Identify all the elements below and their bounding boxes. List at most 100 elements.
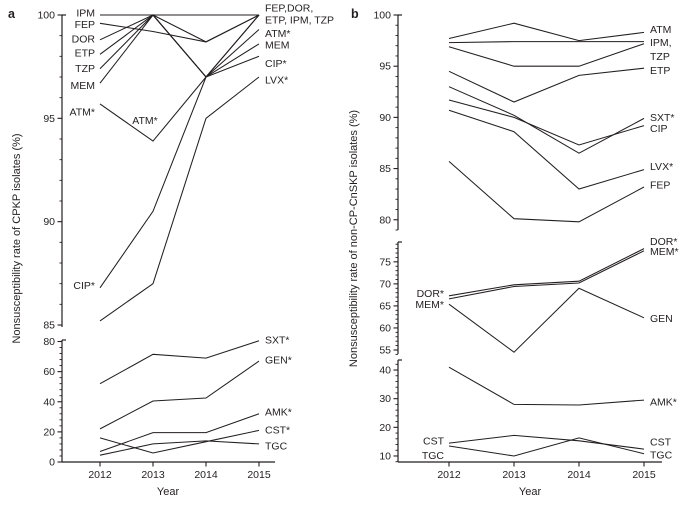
y-tick-label: 90: [379, 112, 391, 124]
x-tick-label: 2015: [247, 469, 271, 481]
y-tick-label: 55: [379, 344, 391, 356]
x-tick-label: 2013: [502, 469, 526, 481]
y-axis-title: Nonsusceptibility rate of non-CP-CnSKP i…: [348, 110, 360, 367]
series-label: MEM*: [415, 299, 444, 311]
x-tick-label: 2014: [194, 469, 218, 481]
series-line-gen-a: [99, 360, 260, 430]
series-label: FEP: [650, 179, 670, 191]
series-line-atm-b: [448, 22, 645, 42]
x-tick-label: 2015: [632, 469, 656, 481]
series-line-cst-b: [448, 434, 645, 450]
series-label: CST: [650, 436, 672, 448]
series-line-mem-a: [99, 14, 260, 84]
series-label: TGC: [265, 441, 288, 453]
series-line-atm-a: [99, 29, 260, 142]
series-label: DOR*: [650, 236, 677, 248]
series-label: FEP: [75, 19, 95, 31]
series-label: TGC: [422, 450, 445, 462]
series-line-cip-b: [448, 99, 645, 146]
y-tick-label: 0: [49, 457, 55, 469]
series-label: LVX*: [650, 161, 673, 173]
series-label: SXT*: [265, 335, 290, 347]
series-label: CIP*: [73, 280, 95, 292]
x-tick-label: 2013: [141, 469, 165, 481]
y-tick-label: 80: [43, 336, 55, 348]
series-line-etp-a: [99, 14, 260, 55]
x-tick-label: 2014: [567, 469, 591, 481]
panel-letter: a: [8, 7, 16, 21]
series-line-amk-a: [99, 413, 260, 452]
series-label: LVX*: [265, 75, 288, 87]
series-line-cip-a: [99, 55, 260, 289]
series-label: MEM: [71, 80, 96, 92]
series-label: TGC: [650, 450, 673, 462]
y-tick-label: 10: [379, 450, 391, 462]
series-line-amk-b: [448, 366, 645, 406]
y-tick-label: 95: [43, 113, 55, 125]
series-label: GEN: [650, 313, 673, 325]
series-label: GEN*: [265, 354, 292, 366]
series-line-cst-a: [99, 429, 260, 454]
series-line-mem-b: [448, 250, 645, 300]
series-label: AMK*: [650, 396, 677, 408]
y-tick-label: 40: [379, 365, 391, 377]
series-line-gen-b: [448, 287, 645, 353]
series-line-sxt-a: [99, 340, 260, 385]
y-tick-label: 90: [43, 216, 55, 228]
series-label: ETP: [650, 65, 670, 77]
y-tick-label: 95: [379, 61, 391, 73]
series-label: ATM*: [265, 28, 290, 40]
y-tick-label: 65: [379, 300, 391, 312]
y-tick-label: 85: [379, 163, 391, 175]
x-axis-title: Year: [519, 486, 542, 498]
series-label: MEM*: [650, 246, 679, 258]
series-line-tgc-b: [448, 437, 645, 457]
y-tick-label: 80: [379, 214, 391, 226]
y-tick-label: 20: [379, 422, 391, 434]
y-tick-label: 100: [37, 10, 55, 22]
y-tick-label: 40: [43, 396, 55, 408]
y-tick-label: 20: [43, 426, 55, 438]
series-label: IPM: [76, 7, 95, 19]
y-tick-label: 60: [43, 366, 55, 378]
y-tick-label: 85: [43, 320, 55, 332]
series-label: ETP, IPM, TZP: [265, 15, 334, 27]
series-label: ATM: [650, 24, 671, 36]
y-tick-label: 60: [379, 322, 391, 334]
series-line-lvx-a: [99, 76, 260, 322]
series-label: DOR: [72, 33, 96, 45]
series-line-fep-b: [448, 161, 645, 223]
y-tick-label: 100: [373, 10, 391, 22]
series-line-lvx-b: [448, 109, 645, 190]
x-axis-title: Year: [157, 486, 180, 498]
series-line-tgc-a: [99, 440, 260, 456]
series-label: ETP: [75, 48, 95, 60]
x-tick-label: 2012: [437, 469, 461, 481]
panel-letter: b: [351, 7, 359, 21]
series-label: ATM*: [132, 115, 157, 127]
series-label: CIP: [650, 123, 668, 135]
series-label: DOR*: [417, 288, 444, 300]
series-label: CIP*: [265, 58, 287, 70]
series-line-ipm-b: [448, 41, 644, 44]
series-line-tzp-b: [448, 43, 645, 67]
series-label: CST: [423, 435, 445, 447]
y-axis-title: Nonsusceptibility rate of CPKP isolates …: [11, 133, 23, 343]
x-tick-label: 2012: [88, 469, 112, 481]
series-label: TZP: [650, 51, 670, 63]
series-label: SXT*: [650, 112, 675, 124]
series-line-etp-b: [448, 67, 645, 103]
series-label: MEM: [265, 39, 290, 51]
series-label: IPM,: [650, 37, 672, 49]
series-label: AMK*: [265, 406, 292, 418]
series-label: ATM*: [70, 107, 95, 119]
series-label: TZP: [75, 63, 95, 75]
series-label: CST*: [265, 424, 290, 436]
y-tick-label: 75: [379, 256, 391, 268]
y-tick-label: 30: [379, 393, 391, 405]
series-line-dor-b: [448, 248, 645, 297]
series-label: FEP,DOR,: [265, 2, 313, 14]
y-tick-label: 70: [379, 278, 391, 290]
